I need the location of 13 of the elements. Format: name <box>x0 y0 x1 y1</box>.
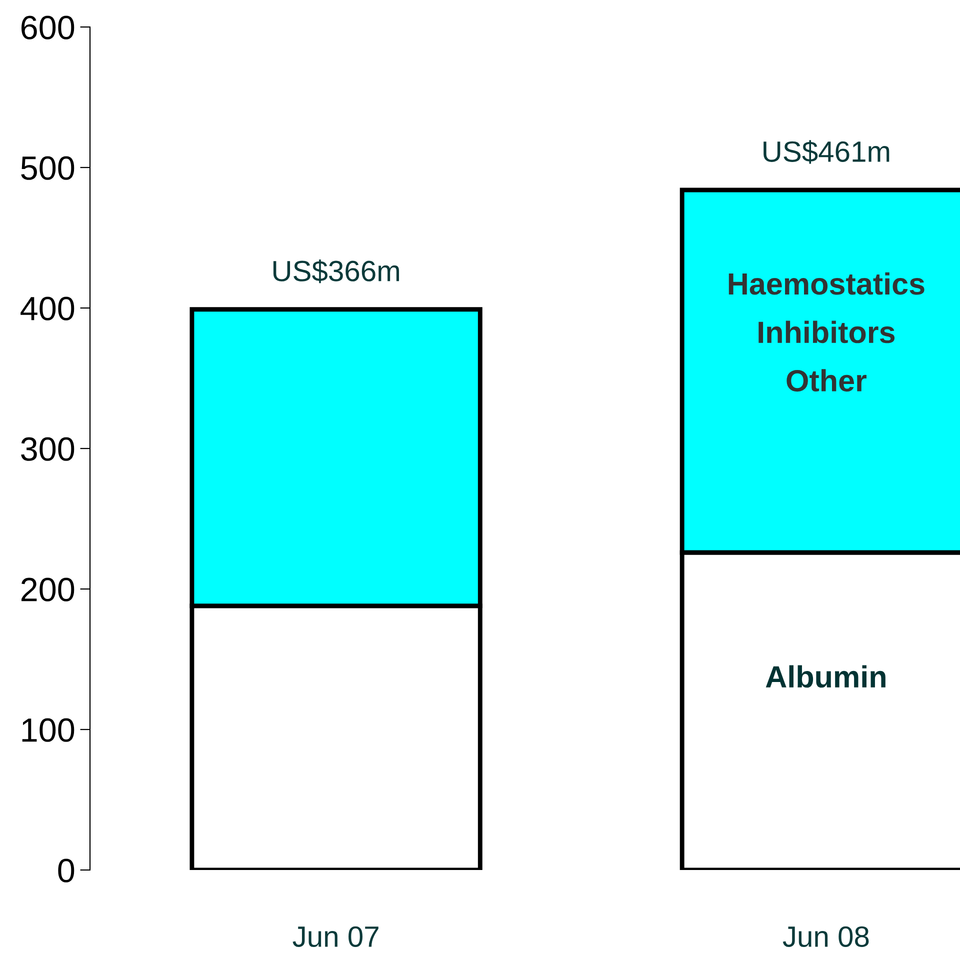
x-tick-label: Jun 08 <box>782 926 869 947</box>
y-tick-label: 300 <box>21 437 74 461</box>
total-label: US$461m <box>764 140 890 164</box>
x-tick-label: Jun 07 <box>292 926 378 947</box>
y-tick-label: 100 <box>22 718 74 742</box>
y-tick-label: 600 <box>22 16 74 40</box>
total-label: US$366m <box>273 260 399 284</box>
y-tick-label: 0 <box>58 858 74 882</box>
series-label: Haemostatics Inhibitors Other <box>728 272 924 392</box>
y-tick-label: 500 <box>21 156 74 180</box>
y-tick-label: 400 <box>20 296 74 320</box>
y-tick-label: 200 <box>21 578 74 602</box>
series-label: Albumin <box>766 665 886 688</box>
